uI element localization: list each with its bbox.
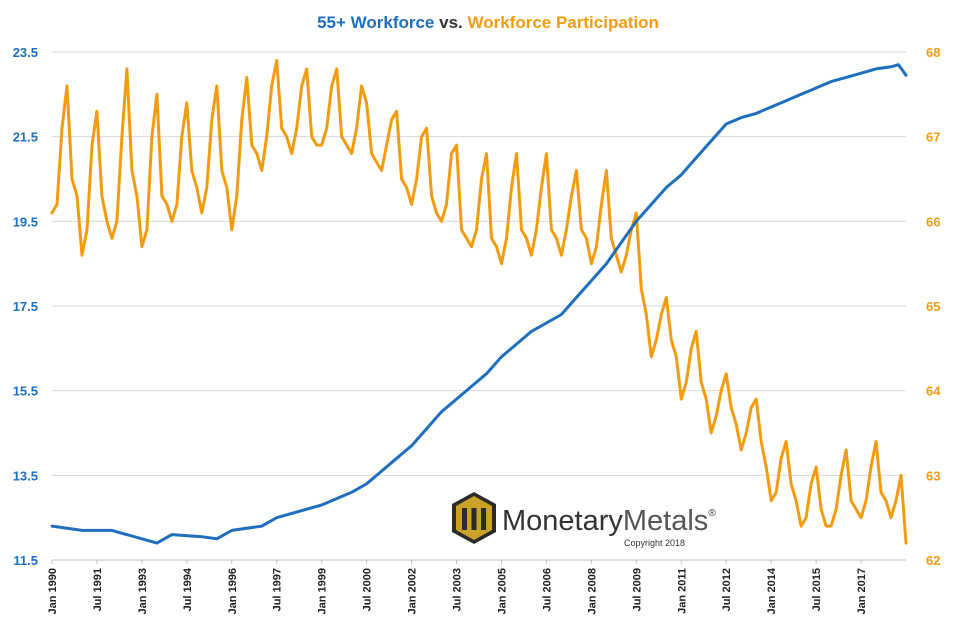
x-tick-label: Jan 2014: [766, 567, 778, 614]
x-tick-label: Jul 2012: [721, 568, 733, 611]
x-tick-label: Jan 1990: [47, 568, 59, 614]
x-tick-label: Jan 1993: [137, 568, 149, 614]
x-tick-label: Jan 2008: [586, 568, 598, 614]
x-tick-label: Jul 2015: [811, 568, 823, 611]
monetary-metals-logo: MonetaryMetals® Copyright 2018: [452, 492, 716, 548]
right-tick-label: 66: [926, 214, 940, 229]
series-line-55-workforce: [50, 63, 908, 545]
x-axis-ticks: Jan 1990 Jul 1991 Jan 1993 Jul 1994 Jan 1996…: [47, 560, 868, 614]
right-tick-label: 62: [926, 553, 940, 568]
x-tick-label: Jan 1999: [317, 568, 329, 614]
title-part-55-workforce: 55+ Workforce: [317, 13, 434, 32]
logo-wordmark: MonetaryMetals®: [502, 505, 716, 537]
left-tick-label: 17.5: [13, 299, 38, 314]
x-tick-label: Jan 1996: [227, 568, 239, 614]
gridlines: [52, 51, 906, 561]
x-tick-label: Jul 1994: [182, 567, 194, 611]
right-tick-label: 63: [926, 468, 940, 483]
left-tick-label: 15.5: [13, 384, 38, 399]
x-tick-label: Jan 2002: [407, 568, 419, 614]
x-tick-label: Jul 2003: [452, 568, 464, 611]
title-part-workforce-participation: Workforce Participation: [467, 13, 658, 32]
title-part-vs: vs.: [434, 13, 467, 32]
chart-title: 55+ Workforce vs. Workforce Participatio…: [317, 13, 659, 32]
left-tick-label: 23.5: [13, 45, 38, 60]
right-tick-label: 68: [926, 45, 940, 60]
right-tick-label: 67: [926, 130, 940, 145]
x-tick-label: Jan 2005: [496, 568, 508, 614]
series-lines: [50, 59, 908, 545]
right-axis-ticks: 62 63 64 65 66 67 68: [926, 45, 941, 568]
right-tick-label: 64: [926, 384, 941, 399]
logo-copyright: Copyright 2018: [624, 538, 685, 548]
left-tick-label: 11.5: [13, 553, 38, 568]
left-tick-label: 21.5: [13, 130, 38, 145]
left-tick-label: 19.5: [13, 214, 38, 229]
x-tick-label: Jul 2006: [541, 568, 553, 611]
x-tick-label: Jul 1991: [92, 568, 104, 611]
right-tick-label: 65: [926, 299, 940, 314]
x-tick-label: Jul 1997: [272, 568, 284, 611]
x-tick-label: Jul 2009: [631, 568, 643, 611]
left-axis-ticks: 11.5 13.5 15.5 17.5 19.5 21.5 23.5: [13, 45, 38, 568]
x-tick-label: Jan 2011: [676, 568, 688, 614]
left-tick-label: 13.5: [13, 468, 38, 483]
x-tick-label: Jul 2000: [362, 568, 374, 611]
x-tick-label: Jan 2017: [856, 568, 868, 614]
series-line-workforce-participation: [50, 59, 908, 545]
